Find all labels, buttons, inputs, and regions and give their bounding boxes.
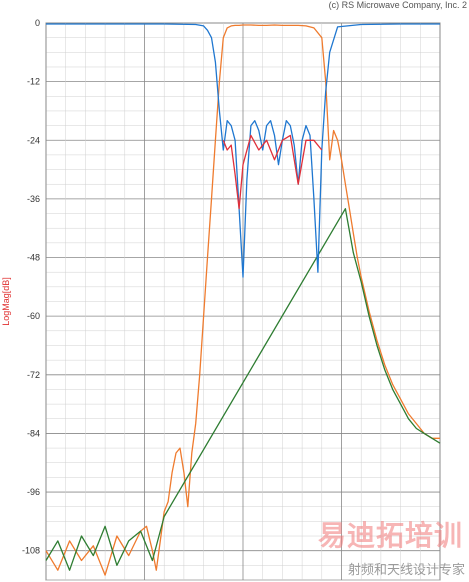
y-tick-label: -48 (27, 253, 40, 263)
series-line-s22 (222, 134, 323, 210)
y-tick-label: -12 (27, 77, 40, 87)
y-tick-label: -84 (27, 428, 40, 438)
watermark-subtitle: 射频和天线设计专家 (347, 563, 465, 578)
watermark-logo: 易迪拓培训 (317, 519, 463, 552)
copyright-text: (c) RS Microwave Company, Inc. 2 (328, 0, 467, 10)
y-tick-label: -24 (27, 135, 40, 145)
y-tick-label: -72 (27, 370, 40, 380)
y-tick-label: -36 (27, 194, 40, 204)
y-axis-label: LogMag[dB] (1, 277, 11, 326)
y-tick-label: -108 (22, 546, 40, 556)
y-tick-label: -96 (27, 487, 40, 497)
series-line-s21 (45, 24, 440, 576)
y-tick-label: -60 (27, 311, 40, 321)
series-line-s21_alt (45, 208, 441, 571)
series-line-s11 (46, 23, 440, 278)
y-tick-label: 0 (35, 18, 40, 28)
